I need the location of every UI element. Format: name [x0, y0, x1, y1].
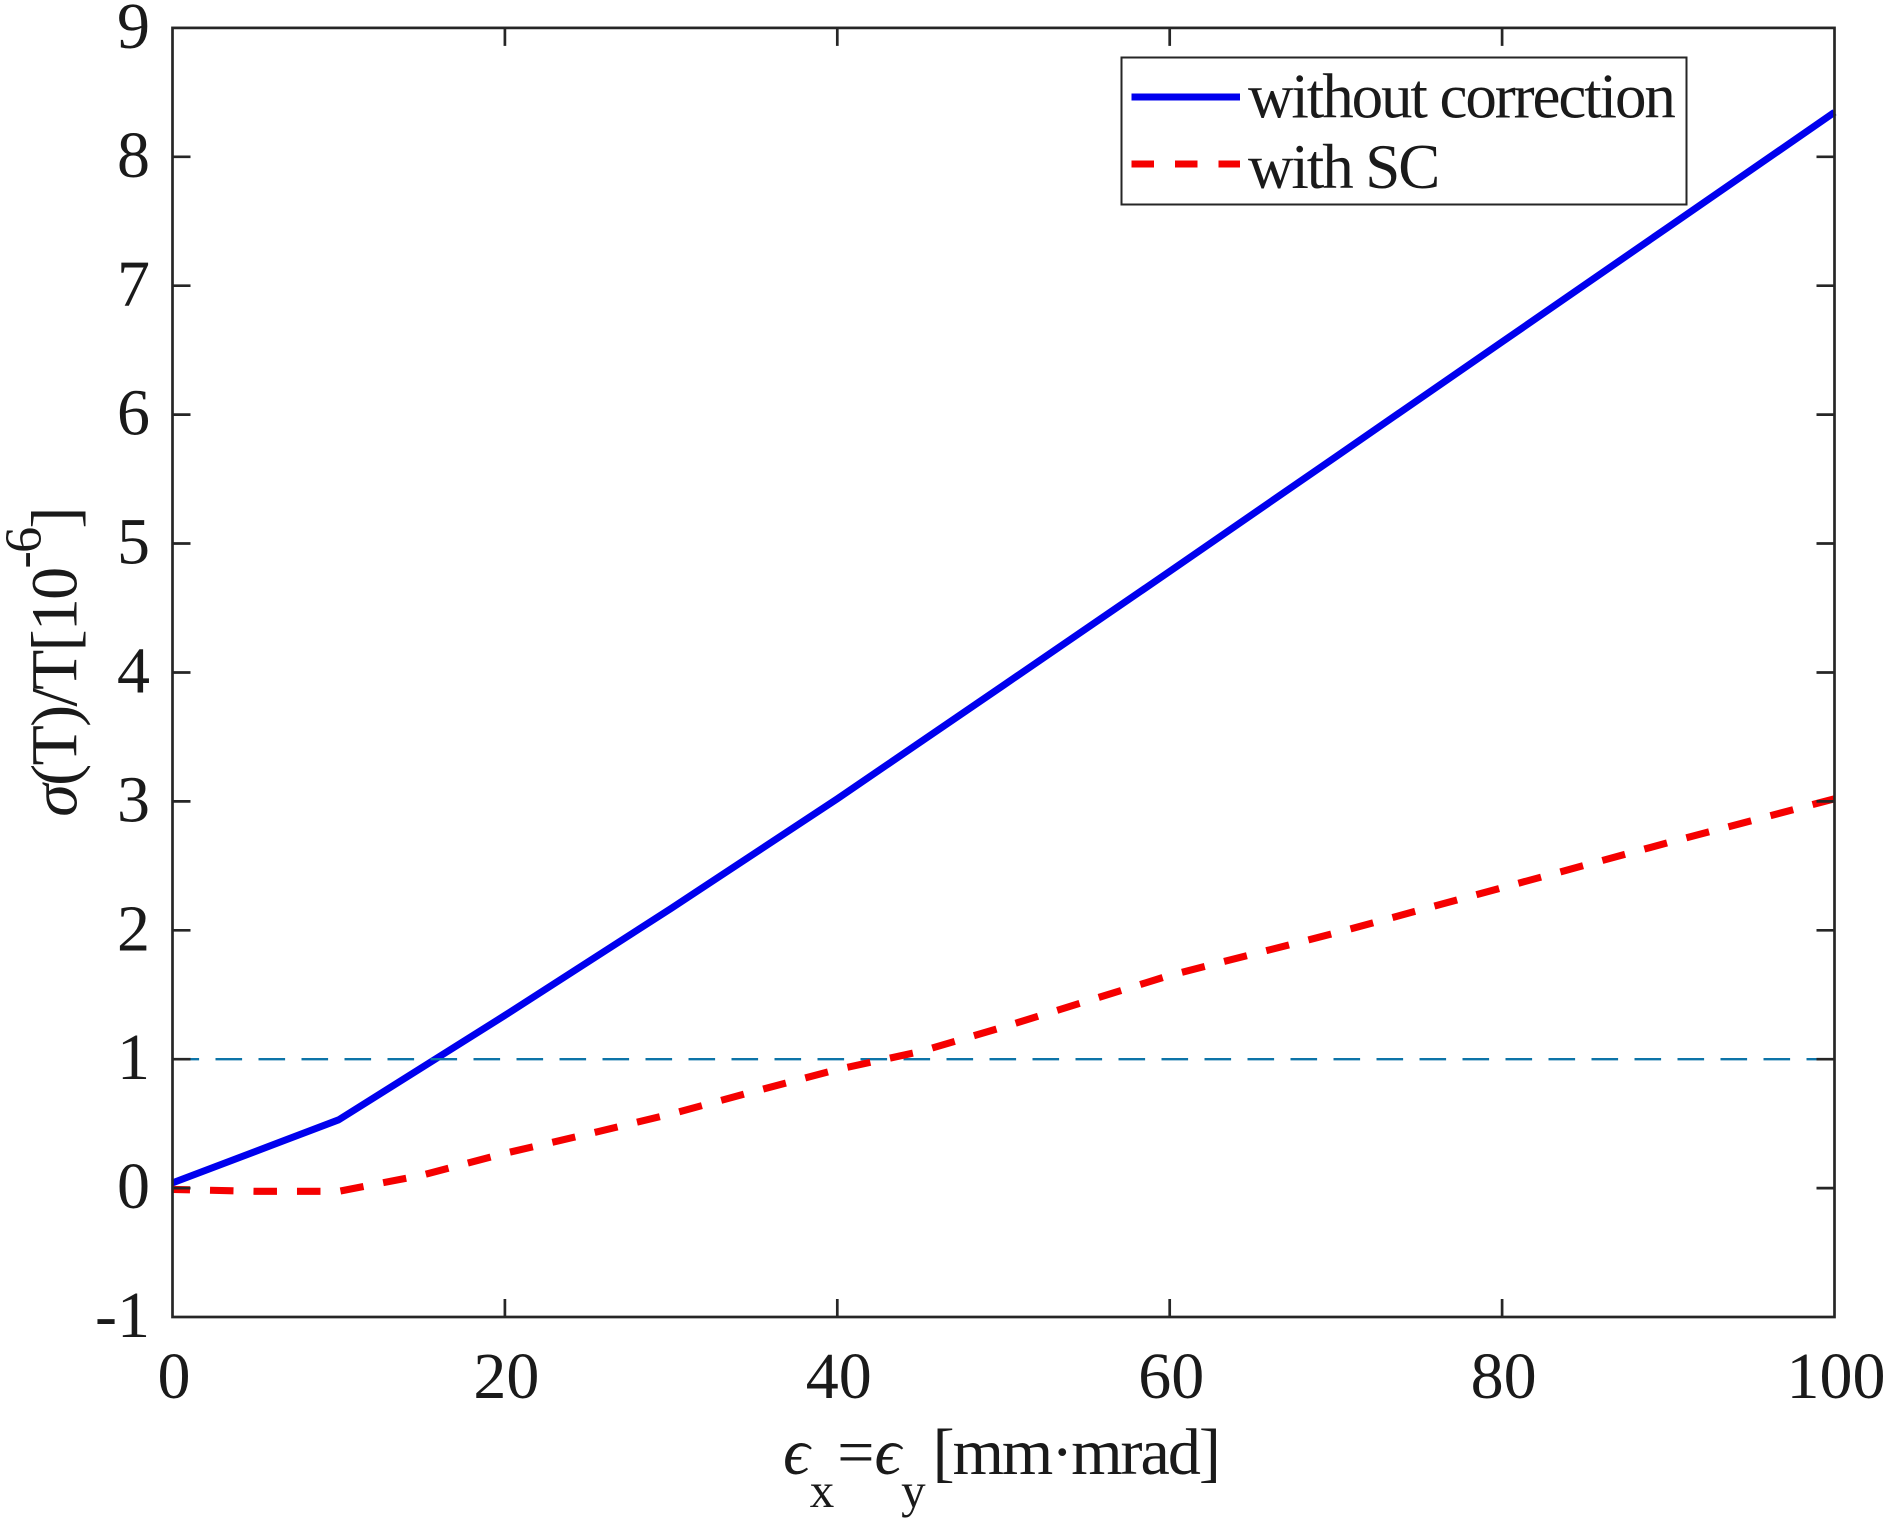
svg-text:without correction: without correction	[1248, 61, 1675, 131]
svg-text:80: 80	[1471, 1340, 1537, 1413]
svg-text:-1: -1	[95, 1279, 150, 1352]
svg-text:3: 3	[117, 763, 150, 836]
svg-text:20: 20	[473, 1340, 539, 1413]
svg-text:σ(T)/T[10-6]: σ(T)/T[10-6]	[0, 508, 92, 816]
svg-text:40: 40	[806, 1340, 872, 1413]
svg-text:0: 0	[117, 1150, 150, 1223]
svg-text:5: 5	[117, 506, 150, 579]
svg-text:60: 60	[1138, 1340, 1204, 1413]
svg-text:with SC: with SC	[1248, 132, 1438, 202]
svg-text:7: 7	[117, 248, 150, 321]
svg-text:4: 4	[117, 635, 150, 708]
svg-text:2: 2	[117, 892, 150, 965]
svg-text:9: 9	[117, 0, 150, 63]
svg-text:6: 6	[117, 377, 150, 450]
svg-text:100: 100	[1787, 1340, 1886, 1413]
svg-text:1: 1	[117, 1021, 150, 1094]
svg-text:8: 8	[117, 119, 150, 192]
svg-text:ϵx=ϵy[mm·mrad]: ϵx=ϵy[mm·mrad]	[783, 1416, 1219, 1518]
svg-text:0: 0	[158, 1340, 191, 1413]
